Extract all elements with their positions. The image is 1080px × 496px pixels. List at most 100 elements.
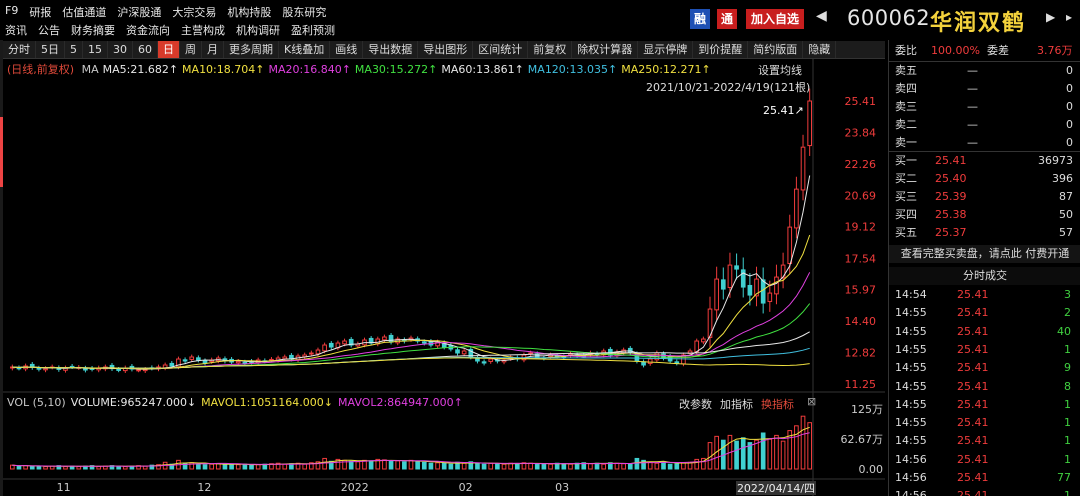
margin-trading-badge[interactable]: 融: [690, 9, 711, 29]
volume-bar: [335, 458, 341, 470]
trade-row: 14:55 25.41 1: [889, 414, 1080, 432]
toolbar-item[interactable]: 前复权: [528, 41, 573, 58]
menu-item[interactable]: 机构调研: [236, 24, 280, 37]
menu-item[interactable]: 大宗交易: [172, 6, 217, 19]
menu-item[interactable]: 主营构成: [181, 24, 225, 37]
toolbar-item[interactable]: K线叠加: [279, 41, 331, 58]
volume-bar: [122, 466, 128, 470]
ma-settings-button[interactable]: 设置均线: [758, 64, 802, 77]
menu-item[interactable]: 资金流向: [126, 24, 170, 37]
full-orderbook-button[interactable]: 查看完整买卖盘，请点此 付费开通: [889, 245, 1080, 263]
kline-chart-area[interactable]: 25.41 23.84 22.26 20.69 19.12 17.54 15.97 14.40…: [3, 59, 885, 496]
toolbar-item[interactable]: 除权计算器: [572, 41, 639, 58]
bid-row[interactable]: 买五 25.37 57: [889, 224, 1080, 242]
candle-body: [707, 308, 713, 338]
candle-body: [714, 278, 719, 311]
trade-time: 14:55: [895, 324, 927, 338]
trade-volume: 2: [1064, 306, 1071, 320]
menu-item[interactable]: 沪深股通: [117, 6, 162, 19]
menu-item[interactable]: 公告: [38, 24, 60, 37]
price-tick-label: 14.40: [845, 315, 877, 328]
kline-chart-svg[interactable]: 25.41 23.84 22.26 20.69 19.12 17.54 15.97 14.40…: [3, 59, 885, 496]
trade-price: 25.41: [957, 489, 989, 496]
indicator-button[interactable]: 加指标: [720, 398, 753, 411]
volume-bar: [681, 462, 686, 470]
level-price: 25.41: [935, 154, 967, 167]
toolbar-item[interactable]: 画线: [330, 41, 364, 58]
toolbar-item[interactable]: 导出图形: [418, 41, 474, 58]
ask-row[interactable]: 卖一 — 0: [889, 134, 1080, 152]
toolbar-item[interactable]: 区间统计: [473, 41, 529, 58]
menu-item[interactable]: 研报: [29, 6, 52, 19]
volume-bar: [43, 466, 48, 470]
candle-body: [455, 349, 460, 354]
ask-row[interactable]: 卖四 — 0: [889, 80, 1080, 98]
level-label: 卖二: [895, 118, 917, 131]
date-tick-label: 2022: [341, 481, 369, 494]
volume-bar: [36, 465, 42, 470]
level-volume: 0: [1066, 82, 1073, 95]
candle-body: [242, 361, 248, 364]
toolbar-item[interactable]: 周: [180, 41, 202, 58]
ask-row[interactable]: 卖五 — 0: [889, 62, 1080, 80]
next-stock-arrow-icon[interactable]: ▶: [1046, 10, 1056, 24]
expand-arrow-icon[interactable]: ▸: [1066, 10, 1073, 24]
price-tick-label: 23.84: [845, 126, 877, 139]
volume-bar: [701, 457, 706, 470]
toolbar-item[interactable]: 简约版面: [748, 41, 804, 58]
prev-stock-arrow-icon[interactable]: ◀: [816, 8, 827, 24]
candle-body: [794, 188, 799, 229]
toolbar-item[interactable]: 导出数据: [363, 41, 419, 58]
menu-item[interactable]: 资讯: [5, 24, 27, 37]
add-to-watchlist-button[interactable]: 加入自选: [746, 9, 805, 29]
ask-row[interactable]: 卖三 — 0: [889, 98, 1080, 116]
level-volume: 36973: [1038, 154, 1073, 167]
toolbar-item[interactable]: 隐藏: [803, 41, 837, 58]
toolbar-item[interactable]: 月: [202, 41, 224, 58]
candle-body: [747, 284, 753, 296]
volume-bar: [315, 461, 321, 470]
bid-row[interactable]: 买三 25.39 87: [889, 188, 1080, 206]
date-tick-label: 03: [555, 481, 569, 494]
toolbar-item[interactable]: 到价提醒: [693, 41, 749, 58]
toolbar-item[interactable]: 60: [133, 41, 158, 58]
candle-body: [774, 276, 779, 295]
bid-row[interactable]: 买四 25.38 50: [889, 206, 1080, 224]
toolbar-item[interactable]: 5日: [36, 41, 65, 58]
toolbar-item[interactable]: 30: [108, 41, 133, 58]
ask-row[interactable]: 卖二 — 0: [889, 116, 1080, 134]
trade-volume: 8: [1064, 379, 1071, 393]
menu-item[interactable]: 估值通道: [62, 6, 107, 19]
toolbar-item[interactable]: 更多周期: [224, 41, 279, 58]
indicator-button[interactable]: 换指标: [761, 398, 794, 411]
menu-item[interactable]: F9: [5, 4, 19, 17]
toolbar-item[interactable]: 日: [158, 41, 180, 58]
toolbar-item[interactable]: 显示停牌: [638, 41, 694, 58]
candle-body: [182, 359, 188, 362]
bid-row[interactable]: 买一 25.41 36973: [889, 152, 1080, 170]
menu-item[interactable]: 财务摘要: [71, 24, 115, 37]
trade-time: 14:55: [895, 434, 927, 448]
close-indicator-icon[interactable]: ⊠: [807, 395, 817, 408]
volume-bar: [29, 466, 35, 470]
trade-volume: 9: [1064, 361, 1071, 375]
trade-row: 14:55 25.41 2: [889, 304, 1080, 322]
volume-bar: [89, 465, 95, 470]
level-label: 买一: [895, 154, 917, 167]
menu-item[interactable]: 股东研究: [282, 6, 327, 19]
menu-item[interactable]: 盈利预测: [291, 24, 335, 37]
toolbar-item[interactable]: 分时: [3, 41, 36, 58]
trade-row: 14:54 25.41 3: [889, 286, 1080, 304]
toolbar-item[interactable]: 15: [83, 41, 108, 58]
connect-badge[interactable]: 通: [717, 9, 738, 29]
bid-row[interactable]: 买二 25.40 396: [889, 170, 1080, 188]
volume-bar: [521, 462, 527, 470]
volume-bar: [395, 460, 401, 470]
trade-volume: 1: [1064, 397, 1071, 411]
menu-item[interactable]: 机构持股: [227, 6, 272, 19]
level-price: 25.40: [935, 172, 967, 185]
toolbar-item[interactable]: 5: [65, 41, 83, 58]
indicator-button[interactable]: 改参数: [679, 398, 712, 411]
volume-bar: [800, 415, 806, 470]
trade-price: 25.41: [957, 434, 989, 448]
